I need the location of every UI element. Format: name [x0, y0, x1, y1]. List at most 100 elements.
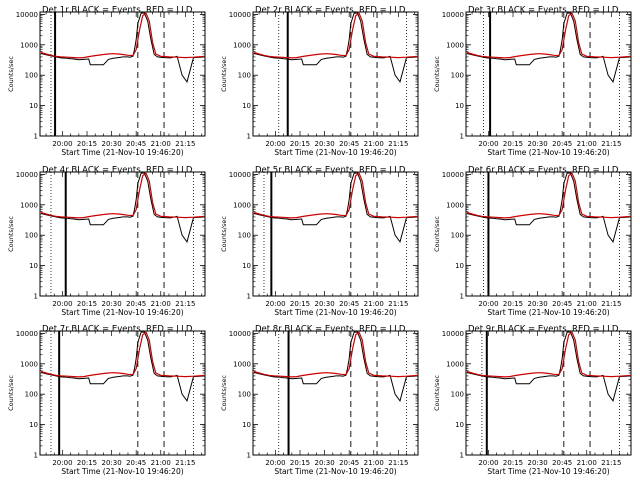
y-tick-label: 10000 [16, 330, 38, 338]
series-events-line [253, 172, 419, 244]
x-tick-label: 20:30 [315, 459, 335, 467]
plot-frame [39, 330, 206, 456]
x-tick-label: 20:45 [552, 459, 572, 467]
y-tick-label: 1 [247, 293, 251, 301]
panel-det-1r: Det 1r BLACK = Events, RED = LLD 1 10 100 10… [7, 6, 206, 157]
plot-frame [39, 171, 206, 297]
x-tick-label: 21:15 [175, 459, 195, 467]
y-axis-label: Counts/sec [7, 375, 15, 411]
x-tick-label: 20:30 [102, 140, 122, 148]
y-tick-label: 1 [34, 133, 38, 141]
panel-title: Det 1r BLACK = Events, RED = LLD [42, 6, 193, 16]
x-axis-label: Start Time (21-Nov-10 19:46:20) [61, 467, 183, 476]
y-tick-label: 10 [455, 262, 464, 270]
x-tick-label: 20:00 [478, 140, 498, 148]
panel-det-6r: Det 6r BLACK = Events, RED = LLD 1 10 100 10… [433, 166, 632, 317]
x-axis-label: Start Time (21-Nov-10 19:46:20) [274, 467, 396, 476]
panel-title: Det 6r BLACK = Events, RED = LLD [468, 166, 619, 176]
y-tick-label: 100 [238, 72, 251, 80]
x-tick-label: 20:30 [528, 459, 548, 467]
y-axis-label: Counts/sec [7, 216, 15, 252]
series-lld-line [40, 172, 206, 219]
x-axis-label: Start Time (21-Nov-10 19:46:20) [274, 308, 396, 317]
x-tick-label: 21:00 [577, 459, 597, 467]
y-tick-label: 100 [238, 391, 251, 399]
y-axis-label: Counts/sec [433, 56, 441, 92]
plot-frame [252, 171, 419, 297]
x-tick-label: 20:45 [126, 459, 146, 467]
panel-title: Det 2r BLACK = Events, RED = LLD [255, 6, 406, 16]
series-events-line [40, 331, 206, 403]
x-tick-label: 20:15 [77, 300, 97, 308]
y-tick-label: 1 [460, 293, 464, 301]
y-tick-label: 1000 [446, 360, 464, 368]
plot-frame [465, 330, 632, 456]
x-axis-label: Start Time (21-Nov-10 19:46:20) [487, 308, 609, 317]
y-tick-label: 10000 [442, 330, 464, 338]
x-tick-label: 20:15 [503, 459, 523, 467]
series-lld-line [466, 12, 632, 59]
series-events-line [466, 12, 632, 84]
y-tick-label: 10 [242, 102, 251, 110]
x-tick-label: 21:00 [364, 459, 384, 467]
x-axis-label: Start Time (21-Nov-10 19:46:20) [61, 308, 183, 317]
plot-frame [39, 11, 206, 137]
x-tick-label: 20:15 [290, 300, 310, 308]
x-tick-label: 20:00 [478, 459, 498, 467]
plot-frame [465, 11, 632, 137]
x-tick-label: 20:45 [552, 140, 572, 148]
x-axis-label: Start Time (21-Nov-10 19:46:20) [487, 148, 609, 157]
series-events-line [253, 12, 419, 84]
y-tick-label: 10 [455, 102, 464, 110]
y-axis-label: Counts/sec [7, 56, 15, 92]
y-tick-label: 1000 [20, 41, 38, 49]
x-tick-label: 21:15 [388, 140, 408, 148]
y-tick-label: 1000 [233, 360, 251, 368]
y-tick-label: 10000 [229, 171, 251, 179]
y-axis-label: Counts/sec [220, 375, 228, 411]
x-tick-label: 20:45 [339, 140, 359, 148]
panel-title: Det 4r BLACK = Events, RED = LLD [42, 166, 193, 176]
series-lld-line [253, 12, 419, 59]
x-tick-label: 20:45 [126, 140, 146, 148]
y-tick-label: 10 [242, 262, 251, 270]
plot-frame [252, 11, 419, 137]
x-tick-label: 20:30 [102, 300, 122, 308]
y-tick-label: 100 [238, 232, 251, 240]
x-tick-label: 21:00 [577, 140, 597, 148]
x-tick-label: 20:00 [52, 459, 72, 467]
x-axis-label: Start Time (21-Nov-10 19:46:20) [274, 148, 396, 157]
y-tick-label: 100 [25, 232, 38, 240]
y-tick-label: 10000 [442, 11, 464, 19]
y-tick-label: 1 [247, 452, 251, 460]
plot-frame [252, 330, 419, 456]
panel-det-7r: Det 7r BLACK = Events, RED = LLD 1 10 100 10… [7, 325, 206, 476]
panel-title: Det 3r BLACK = Events, RED = LLD [468, 6, 619, 16]
y-tick-label: 10000 [229, 11, 251, 19]
y-axis-label: Counts/sec [433, 216, 441, 252]
series-lld-line [253, 331, 419, 378]
panel-title: Det 7r BLACK = Events, RED = LLD [42, 325, 193, 335]
x-tick-label: 20:15 [503, 140, 523, 148]
x-tick-label: 20:00 [265, 459, 285, 467]
y-tick-label: 10 [455, 421, 464, 429]
y-tick-label: 10 [29, 262, 38, 270]
y-tick-label: 10 [242, 421, 251, 429]
x-tick-label: 20:15 [77, 140, 97, 148]
x-axis-label: Start Time (21-Nov-10 19:46:20) [61, 148, 183, 157]
panel-det-2r: Det 2r BLACK = Events, RED = LLD 1 10 100 10… [220, 6, 419, 157]
x-tick-label: 21:00 [577, 300, 597, 308]
panel-det-3r: Det 3r BLACK = Events, RED = LLD 1 10 100 10… [433, 6, 632, 157]
y-tick-label: 1 [34, 293, 38, 301]
x-tick-label: 20:30 [315, 300, 335, 308]
x-tick-label: 20:00 [265, 140, 285, 148]
x-tick-label: 20:00 [265, 300, 285, 308]
panel-det-9r: Det 9r BLACK = Events, RED = LLD 1 10 100 10… [433, 325, 632, 476]
y-tick-label: 1 [247, 133, 251, 141]
x-tick-label: 21:15 [175, 300, 195, 308]
y-tick-label: 1 [34, 452, 38, 460]
x-tick-label: 20:15 [290, 140, 310, 148]
x-tick-label: 20:00 [478, 300, 498, 308]
series-lld-line [40, 331, 206, 378]
